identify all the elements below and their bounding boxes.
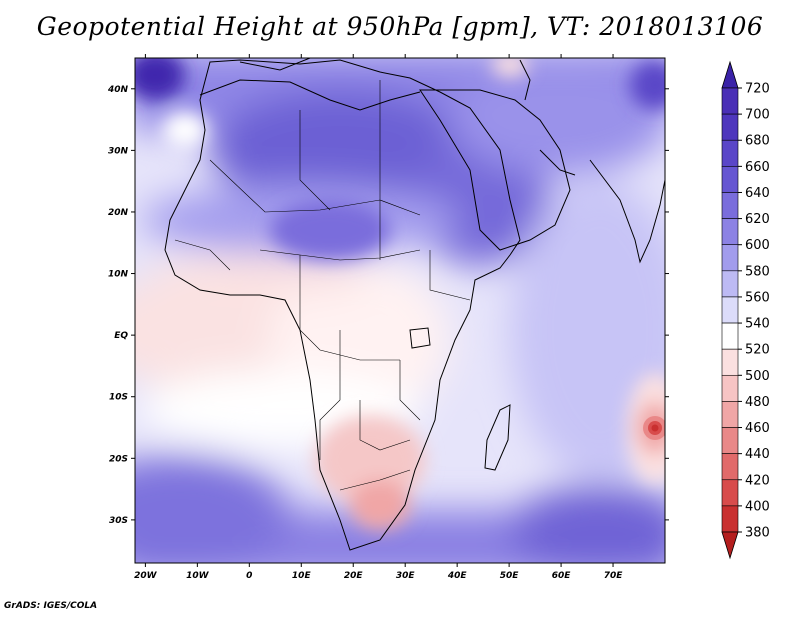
colorbar-segment bbox=[721, 244, 739, 272]
lon-tick-label: 30E bbox=[396, 571, 416, 581]
colorbar-label: 660 bbox=[745, 160, 770, 175]
axis-ticks: 20W 10W 0 10E 20E 30E 40E 50E 60E 70E 40N 30N 20N 10N… bbox=[107, 54, 669, 581]
colorbar-segment bbox=[721, 218, 739, 246]
colorbar-segment bbox=[721, 427, 739, 454]
lon-tick-label: 70E bbox=[604, 571, 624, 581]
colorbar-segment bbox=[721, 296, 739, 324]
lat-tick-label: 20N bbox=[108, 208, 129, 218]
colorbar-segment bbox=[721, 166, 739, 193]
colorbar-label: 600 bbox=[745, 238, 770, 253]
map-title: Geopotential Height at 950hPa [gpm], VT:… bbox=[36, 12, 764, 41]
colorbar-label: 420 bbox=[745, 473, 770, 488]
colorbar-segment bbox=[721, 401, 739, 428]
lon-tick-label: 50E bbox=[500, 571, 520, 581]
colorbar-segment bbox=[721, 348, 739, 376]
colorbar-segment bbox=[721, 505, 739, 533]
colorbar-label: 720 bbox=[745, 82, 770, 97]
lat-tick-label: 10N bbox=[108, 270, 129, 280]
lat-tick-label: 20S bbox=[109, 454, 128, 464]
lon-tick-label: 20W bbox=[134, 571, 158, 581]
colorbar-label: 480 bbox=[745, 395, 770, 410]
colorbar-label: 640 bbox=[745, 186, 770, 201]
colorbar-label: 440 bbox=[745, 447, 770, 462]
colorbar-label: 500 bbox=[745, 369, 770, 384]
colorbar-label: 540 bbox=[745, 317, 770, 332]
lat-tick-label: 10S bbox=[109, 393, 128, 403]
colorbar-segment bbox=[721, 139, 739, 167]
colorbar-label: 520 bbox=[745, 343, 770, 358]
colorbar-label: 580 bbox=[745, 264, 770, 279]
colorbar-segment bbox=[721, 270, 739, 298]
colorbar-segment bbox=[721, 322, 739, 350]
colorbar-label: 460 bbox=[745, 421, 770, 436]
colorbar-segment bbox=[721, 479, 739, 507]
lon-tick-label: 40E bbox=[447, 571, 468, 581]
colorbar-label: 560 bbox=[745, 290, 770, 305]
lon-tick-label: 60E bbox=[552, 571, 572, 581]
lat-tick-label: 40N bbox=[107, 85, 129, 95]
colorbar-label: 400 bbox=[745, 499, 770, 514]
lon-tick-label: 20E bbox=[344, 571, 364, 581]
lat-tick-label: EQ bbox=[114, 331, 128, 341]
lon-tick-label: 0 bbox=[246, 571, 252, 581]
colorbar-label: 680 bbox=[745, 134, 770, 149]
lat-tick-label: 30S bbox=[109, 516, 128, 526]
colorbar-segment bbox=[721, 87, 739, 115]
country-borders bbox=[174, 80, 471, 491]
height-field bbox=[135, 58, 665, 563]
plot-frame bbox=[134, 57, 666, 564]
lat-tick-label: 30N bbox=[108, 146, 129, 156]
lon-tick-label: 10W bbox=[186, 571, 210, 581]
colorbar-segment bbox=[721, 374, 739, 402]
grads-credit: GrADS: IGES/COLA bbox=[4, 601, 98, 611]
colorbar: 720 700 680 660 640 620 600 580 560 540 520 500 480 4… bbox=[721, 60, 770, 560]
colorbar-segment bbox=[721, 192, 739, 219]
coastlines bbox=[164, 58, 665, 551]
colorbar-arrow-bottom bbox=[721, 531, 739, 560]
colorbar-label: 620 bbox=[745, 212, 770, 227]
colorbar-label: 700 bbox=[745, 108, 770, 123]
colorbar-arrow-top bbox=[721, 60, 739, 89]
lon-tick-label: 10E bbox=[292, 571, 312, 581]
colorbar-label: 380 bbox=[745, 526, 770, 541]
colorbar-segment bbox=[721, 453, 739, 481]
colorbar-segment bbox=[721, 113, 739, 141]
